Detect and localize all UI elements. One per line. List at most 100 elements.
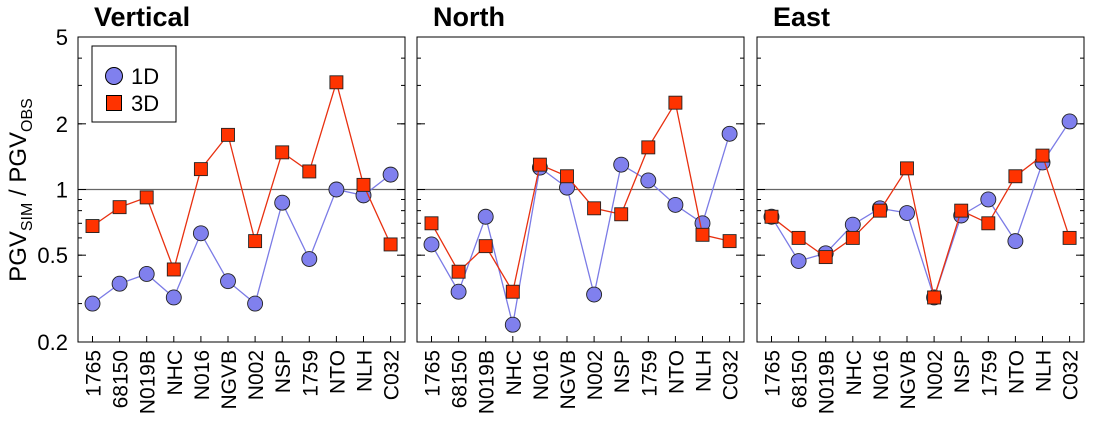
legend-label-1d: 1D <box>131 64 159 89</box>
data-point-3d <box>900 161 914 176</box>
data-point-3d <box>302 164 317 179</box>
data-point-3d <box>791 230 806 245</box>
y-axis-label-separator: / <box>5 183 32 203</box>
data-point-1d <box>1061 113 1078 130</box>
x-tick-label: C032 <box>1060 350 1083 400</box>
x-tick-label: C032 <box>720 350 743 400</box>
data-point-3d <box>1035 148 1050 163</box>
series-line-3d <box>771 154 1071 301</box>
data-point-3d <box>85 219 100 233</box>
data-point-1d <box>613 156 630 173</box>
data-point-3d <box>248 234 263 249</box>
data-point-3d <box>275 145 290 160</box>
panel-title: North <box>433 2 505 32</box>
x-tick-label: C032 <box>381 350 404 400</box>
data-point-1d <box>84 295 101 312</box>
data-point-3d <box>614 207 629 222</box>
x-tick-label: 1765 <box>83 350 106 397</box>
panel-title: East <box>773 2 830 32</box>
series-line-3d <box>430 100 730 294</box>
data-point-1d <box>138 266 155 282</box>
data-point-3d <box>112 200 127 215</box>
x-tick-label: N019B <box>137 350 160 414</box>
x-tick-label: NSP <box>951 350 974 393</box>
data-point-1d <box>844 216 861 233</box>
y-tick-label: 0.2 <box>37 330 68 355</box>
data-point-1d <box>667 196 684 213</box>
data-point-3d <box>193 162 208 177</box>
data-point-3d <box>722 234 737 249</box>
data-point-3d <box>424 216 439 231</box>
x-tick-label: NTO <box>665 350 688 394</box>
data-point-1d <box>382 166 399 183</box>
x-tick-label: NGVB <box>218 350 241 410</box>
data-point-3d <box>532 157 547 172</box>
x-tick-label: NHC <box>503 350 526 396</box>
y-axis-label-sub-obs: OBS <box>19 98 36 132</box>
x-tick-label: N019B <box>816 350 839 414</box>
y-axis-label: PGVSIM / PGVOBS <box>5 98 36 282</box>
data-point-3d <box>845 230 860 245</box>
data-point-3d <box>872 203 887 218</box>
data-point-1d <box>450 283 467 300</box>
data-point-3d <box>166 262 181 277</box>
data-point-3d <box>560 169 574 184</box>
x-tick-label: NHC <box>843 350 866 396</box>
x-tick-label: 1759 <box>978 350 1001 397</box>
data-point-1d <box>111 275 128 292</box>
x-tick-label: 1759 <box>638 350 661 397</box>
y-tick-label: 5 <box>56 25 68 50</box>
legend-marker-1d <box>105 67 123 85</box>
x-tick-label: 1759 <box>299 350 322 397</box>
x-tick-label: NSP <box>611 350 634 393</box>
x-tick-label: 1765 <box>762 350 785 397</box>
x-tick-label: 1765 <box>422 350 445 397</box>
data-point-3d <box>1062 230 1077 245</box>
data-point-1d <box>328 181 345 198</box>
x-tick-label: N002 <box>924 350 947 400</box>
data-point-3d <box>668 95 683 110</box>
x-tick-label: NGVB <box>557 350 580 410</box>
data-point-1d <box>301 251 318 267</box>
data-point-3d <box>587 201 602 216</box>
x-tick-label: NTO <box>326 350 349 394</box>
data-point-1d <box>477 208 494 225</box>
data-point-1d <box>423 236 440 253</box>
series-line-1d <box>430 133 731 325</box>
panel-north: 1765 68150 N019B NHC N016 NGVB N002 NSP 1759 NTO N… <box>416 2 745 414</box>
data-point-3d <box>478 239 493 254</box>
data-point-3d <box>764 209 779 224</box>
data-point-1d <box>640 172 657 189</box>
x-tick-label: N016 <box>870 350 893 400</box>
y-tick-label: 1 <box>56 178 68 203</box>
y-tick-label: 0.5 <box>37 243 68 268</box>
legend-box <box>91 45 177 123</box>
series-line-1d <box>770 121 1071 300</box>
y-axis-label-main-2: PGV <box>5 132 32 183</box>
data-point-3d <box>505 284 520 299</box>
legend: 1D 3D <box>91 45 177 123</box>
data-point-3d <box>927 290 942 305</box>
data-point-3d <box>981 216 996 231</box>
x-tick-label: NGVB <box>897 350 920 410</box>
y-axis-label-sub-sim: SIM <box>19 203 36 231</box>
x-tick-label: NLH <box>1033 350 1056 392</box>
y-tick-label: 2 <box>56 112 68 137</box>
panel-east: 1765 68150 N019B NHC N016 NGVB N002 NSP 1759 NTO N… <box>756 2 1085 414</box>
data-point-1d <box>1007 233 1024 250</box>
data-point-3d <box>451 264 466 279</box>
x-tick-label: N016 <box>191 350 214 400</box>
x-tick-label: 68150 <box>449 350 472 408</box>
x-tick-label: NLH <box>354 350 377 392</box>
data-point-1d <box>721 125 738 142</box>
x-tick-label: N019B <box>476 350 499 414</box>
data-point-3d <box>139 190 154 205</box>
x-tick-label: NTO <box>1005 350 1028 394</box>
panel-vertical: 5 2 1 0.5 0.2 1765 68150 N019B NHC N016 NGVB N002 NS… <box>37 2 406 414</box>
data-point-1d <box>274 194 291 211</box>
data-point-3d <box>954 203 969 218</box>
panel-title: Vertical <box>94 2 190 32</box>
data-point-1d <box>192 225 209 242</box>
